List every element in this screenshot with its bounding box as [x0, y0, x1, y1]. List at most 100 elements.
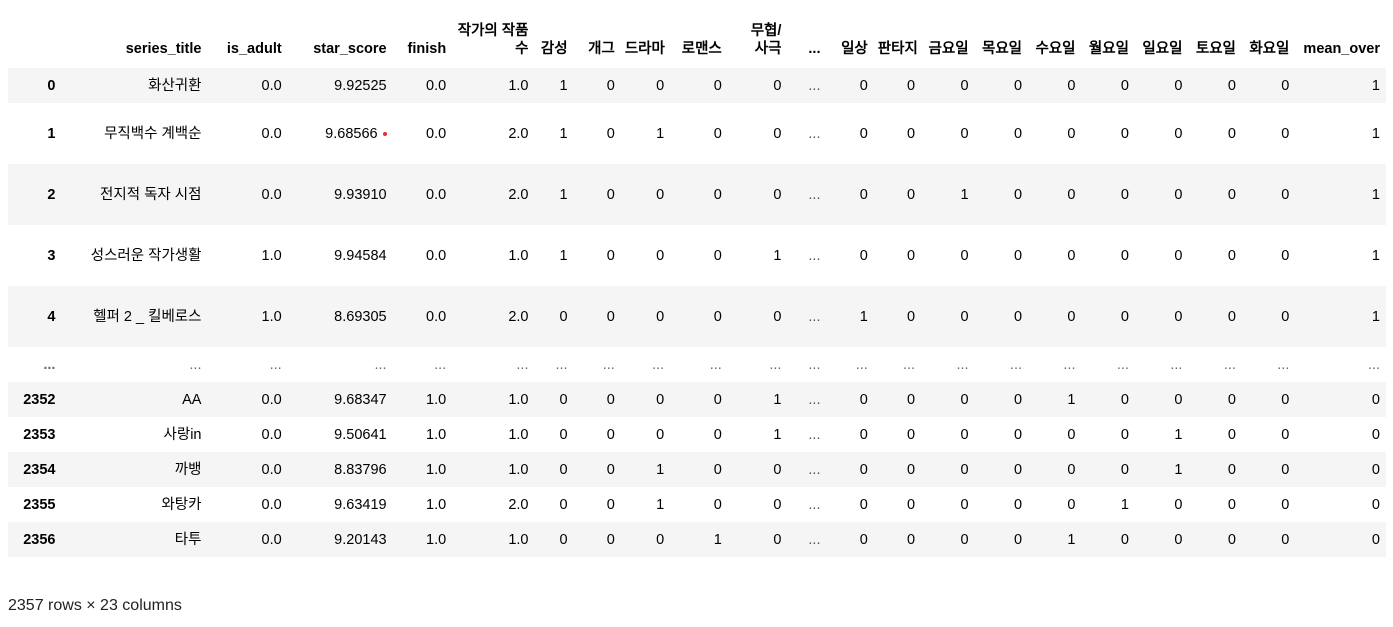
table-cell: 0: [874, 522, 921, 557]
cell-value: 0: [1227, 461, 1236, 478]
column-header: 판타지: [877, 41, 918, 57]
table-cell: 0: [621, 417, 670, 452]
table-cell: 0: [826, 417, 873, 452]
table-cell: ...: [1135, 347, 1188, 382]
cell-value: 0: [960, 125, 969, 142]
table-cell: ...: [207, 347, 287, 382]
cell-value: 0: [1067, 125, 1076, 142]
table-cell: 0: [975, 225, 1028, 286]
table-cell: 8.69305: [288, 286, 393, 347]
cell-value: 0: [1067, 186, 1076, 203]
cell-value: 0.0: [426, 125, 447, 142]
table-cell: 0: [1188, 487, 1241, 522]
table-cell: 1: [670, 522, 728, 557]
cell-value: 1: [559, 186, 568, 203]
table-cell: 0: [1081, 417, 1134, 452]
cell-value: ...: [1009, 356, 1023, 373]
table-cell: 0: [826, 68, 873, 103]
cell-value: 0: [1120, 125, 1129, 142]
cell-value: ...: [808, 496, 821, 513]
table-cell: 1: [1135, 452, 1188, 487]
column-header: 개그: [588, 41, 615, 57]
table-cell: ...: [574, 347, 621, 382]
cell-value: 0: [1120, 426, 1129, 443]
table-row: 2 전지적 독자 시점 0.0 9.93910 0.0 2.0 1 0 0 0 0... 0 0 1 0 0 0…: [8, 164, 1386, 225]
cell-value: 0: [1174, 531, 1183, 548]
table-cell: 0.0: [393, 225, 453, 286]
table-cell: ...: [975, 347, 1028, 382]
cell-value: ...: [602, 356, 615, 373]
table-cell: 0: [1081, 225, 1134, 286]
table-cell: 0: [574, 103, 621, 164]
table-cell: 0: [1135, 68, 1188, 103]
table-row: 4 헬퍼 2 _ 킬베로스 1.0 8.69305 0.0 2.0 0 0 0 0 0... 1 0 0 0…: [8, 286, 1386, 347]
cell-value: 0: [907, 531, 916, 548]
row-index: 2: [47, 186, 56, 203]
table-cell: 0: [621, 286, 670, 347]
cell-value: 1: [559, 125, 568, 142]
table-cell: 9.93910: [288, 164, 393, 225]
cell-value: 0: [907, 308, 916, 325]
cell-value: 0: [859, 531, 868, 548]
cell-value: 0: [907, 496, 916, 513]
cell-value: 0.0: [426, 77, 447, 94]
table-cell: 0: [826, 164, 873, 225]
table-cell: 0.0: [393, 164, 453, 225]
cell-value: 와탕카: [161, 496, 202, 513]
table-cell: 0: [1135, 382, 1188, 417]
cell-value: 9.94584: [334, 247, 387, 264]
cell-value: 헬퍼 2 _ 킬베로스: [93, 308, 202, 325]
cell-value: 1: [1371, 125, 1380, 142]
table-cell: 0: [574, 164, 621, 225]
cell-value: 0: [559, 391, 568, 408]
table-cell: 0: [574, 452, 621, 487]
row-index: 1: [47, 125, 56, 142]
cell-value: 0: [1281, 247, 1290, 264]
cell-value: 0: [1227, 247, 1236, 264]
table-cell: 0: [1135, 522, 1188, 557]
cell-value: 0.0: [261, 496, 282, 513]
table-cell: 0: [826, 103, 873, 164]
table-cell: 0: [1295, 382, 1386, 417]
table-cell: ...: [1188, 347, 1241, 382]
table-cell: 0: [1188, 286, 1241, 347]
column-header: 작가의 작품 수: [457, 23, 529, 57]
cell-value: 0: [859, 461, 868, 478]
cell-value: 1.0: [508, 531, 529, 548]
cell-value: 0: [1067, 461, 1076, 478]
table-cell: 0: [670, 164, 728, 225]
cell-value: 1.0: [261, 308, 282, 325]
cell-value: 0: [559, 461, 568, 478]
cell-value: 1: [1174, 426, 1183, 443]
table-cell: 0: [874, 286, 921, 347]
cell-value: 0: [606, 308, 615, 325]
cell-value: 0: [907, 125, 916, 142]
cell-value: AA: [182, 391, 202, 408]
table-cell: 0: [1081, 286, 1134, 347]
cell-value: 0: [960, 496, 969, 513]
cell-value: 0: [1227, 125, 1236, 142]
table-cell: ...: [534, 347, 573, 382]
cell-value: 1.0: [426, 461, 447, 478]
cell-value: 0: [1120, 531, 1129, 548]
row-index: 2355: [23, 496, 56, 513]
cell-series-title: 무직백수 계백순: [61, 103, 207, 164]
table-cell: 0: [874, 487, 921, 522]
column-header: 화요일: [1249, 41, 1290, 57]
table-row: 2356 타투 0.0 9.20143 1.0 1.0 0 0 0 1 0... 0 0 0 0 1 0 0 0 0 0: [8, 522, 1386, 557]
table-cell: 1: [1028, 522, 1081, 557]
cell-value: 0: [606, 125, 615, 142]
cell-value: 0: [559, 308, 568, 325]
cell-value: 0: [773, 77, 782, 94]
table-cell: 0: [621, 522, 670, 557]
table-cell: 0: [534, 487, 573, 522]
cell-value: 까뱅: [174, 461, 202, 478]
table-cell: 0: [874, 164, 921, 225]
cell-value: 무직백수 계백순: [104, 125, 202, 142]
table-cell: 1.0: [452, 382, 534, 417]
cell-value: ...: [1170, 356, 1183, 373]
table-cell: 0: [975, 487, 1028, 522]
cell-value: 0: [773, 461, 782, 478]
cell-value: 0: [606, 496, 615, 513]
cell-value: 0: [1371, 531, 1380, 548]
